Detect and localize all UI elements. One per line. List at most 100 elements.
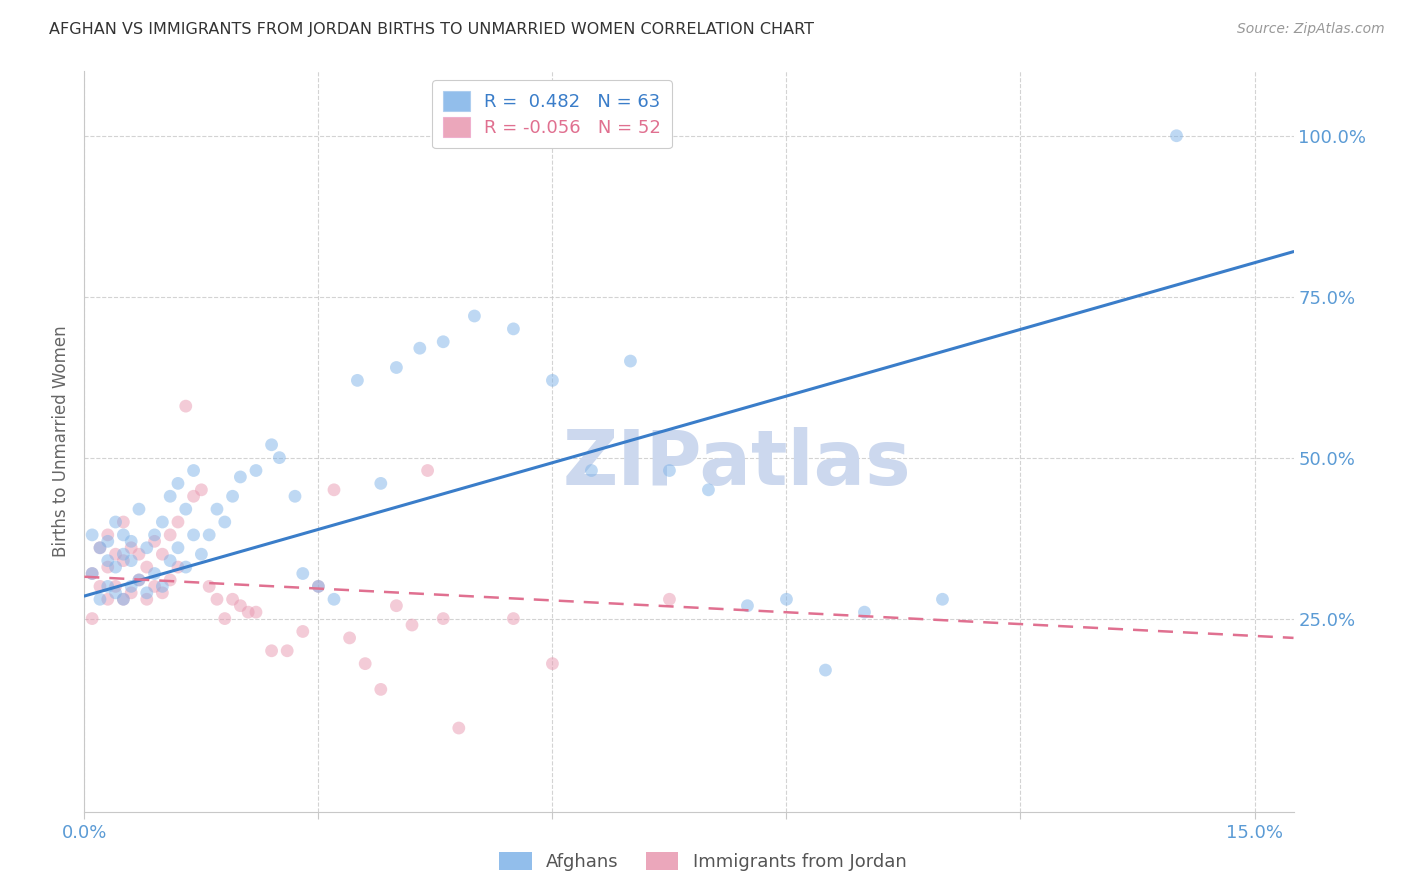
- Point: [814, 663, 837, 677]
- Point: [174, 560, 197, 574]
- Point: [214, 611, 236, 625]
- Point: [385, 599, 408, 613]
- Point: [150, 515, 173, 529]
- Point: [853, 605, 876, 619]
- Point: [190, 483, 212, 497]
- Text: ZIPatlas: ZIPatlas: [562, 426, 911, 500]
- Point: [541, 373, 564, 387]
- Point: [245, 605, 267, 619]
- Point: [276, 644, 298, 658]
- Point: [658, 592, 681, 607]
- Point: [238, 605, 260, 619]
- Text: Source: ZipAtlas.com: Source: ZipAtlas.com: [1237, 22, 1385, 37]
- Point: [370, 682, 392, 697]
- Point: [409, 341, 432, 355]
- Point: [120, 554, 142, 568]
- Point: [89, 541, 111, 555]
- Text: AFGHAN VS IMMIGRANTS FROM JORDAN BIRTHS TO UNMARRIED WOMEN CORRELATION CHART: AFGHAN VS IMMIGRANTS FROM JORDAN BIRTHS …: [49, 22, 814, 37]
- Point: [229, 599, 252, 613]
- Point: [307, 579, 329, 593]
- Point: [541, 657, 564, 671]
- Point: [291, 566, 314, 581]
- Point: [931, 592, 953, 607]
- Point: [463, 309, 485, 323]
- Point: [143, 528, 166, 542]
- Point: [221, 592, 243, 607]
- Point: [502, 611, 524, 625]
- Point: [190, 547, 212, 561]
- Point: [167, 560, 190, 574]
- Point: [104, 547, 127, 561]
- Point: [97, 579, 120, 593]
- Point: [432, 611, 454, 625]
- Point: [205, 592, 228, 607]
- Point: [112, 592, 135, 607]
- Point: [416, 463, 439, 477]
- Point: [143, 566, 166, 581]
- Point: [112, 554, 135, 568]
- Point: [128, 573, 150, 587]
- Point: [198, 528, 221, 542]
- Point: [112, 515, 135, 529]
- Point: [269, 450, 291, 465]
- Point: [307, 579, 329, 593]
- Y-axis label: Births to Unmarried Women: Births to Unmarried Women: [52, 326, 70, 558]
- Point: [159, 554, 181, 568]
- Point: [150, 579, 173, 593]
- Point: [354, 657, 377, 671]
- Point: [221, 489, 243, 503]
- Point: [120, 541, 142, 555]
- Point: [284, 489, 307, 503]
- Point: [120, 534, 142, 549]
- Point: [370, 476, 392, 491]
- Point: [150, 586, 173, 600]
- Point: [697, 483, 720, 497]
- Point: [167, 476, 190, 491]
- Point: [323, 483, 346, 497]
- Point: [1166, 128, 1188, 143]
- Point: [245, 463, 267, 477]
- Point: [120, 586, 142, 600]
- Point: [128, 573, 150, 587]
- Point: [174, 502, 197, 516]
- Point: [89, 579, 111, 593]
- Point: [82, 611, 104, 625]
- Point: [323, 592, 346, 607]
- Point: [167, 541, 190, 555]
- Point: [97, 534, 120, 549]
- Point: [82, 566, 104, 581]
- Point: [97, 528, 120, 542]
- Point: [447, 721, 470, 735]
- Point: [112, 547, 135, 561]
- Point: [167, 515, 190, 529]
- Point: [120, 579, 142, 593]
- Point: [183, 463, 205, 477]
- Point: [135, 586, 157, 600]
- Point: [89, 541, 111, 555]
- Point: [214, 515, 236, 529]
- Point: [159, 528, 181, 542]
- Point: [737, 599, 759, 613]
- Point: [385, 360, 408, 375]
- Point: [159, 489, 181, 503]
- Point: [183, 528, 205, 542]
- Point: [291, 624, 314, 639]
- Point: [128, 547, 150, 561]
- Point: [205, 502, 228, 516]
- Point: [104, 586, 127, 600]
- Point: [104, 515, 127, 529]
- Point: [401, 618, 423, 632]
- Point: [174, 399, 197, 413]
- Point: [135, 541, 157, 555]
- Point: [159, 573, 181, 587]
- Point: [198, 579, 221, 593]
- Point: [112, 592, 135, 607]
- Point: [619, 354, 641, 368]
- Point: [229, 470, 252, 484]
- Point: [135, 592, 157, 607]
- Point: [104, 579, 127, 593]
- Point: [89, 592, 111, 607]
- Point: [183, 489, 205, 503]
- Point: [128, 502, 150, 516]
- Point: [143, 579, 166, 593]
